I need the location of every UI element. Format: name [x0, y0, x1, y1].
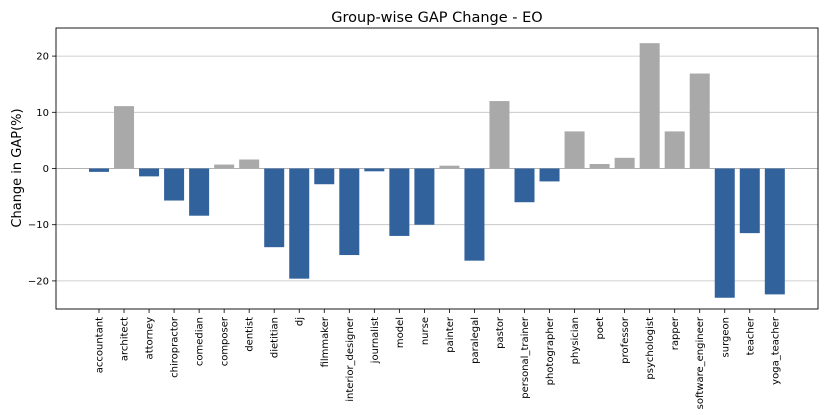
xtick-label-software_engineer: software_engineer — [695, 316, 706, 409]
bar-painter — [439, 166, 459, 169]
bar-personal_trainer — [515, 169, 535, 203]
xtick-label-pastor: pastor — [495, 316, 506, 349]
ytick-label-1: −10 — [28, 220, 49, 231]
bar-professor — [615, 158, 635, 169]
y-axis-label: Change in GAP(%) — [10, 108, 25, 227]
xtick-label-interior_designer: interior_designer — [345, 316, 356, 402]
xtick-label-journalist: journalist — [370, 317, 381, 364]
xtick-label-architect: architect — [120, 317, 131, 361]
xtick-label-photographer: photographer — [545, 316, 556, 385]
ytick-label-4: 20 — [36, 52, 49, 63]
xtick-label-painter: painter — [445, 316, 456, 353]
y-ticks: −20 −10 0 10 20 — [28, 52, 56, 288]
bar-software_engineer — [690, 74, 710, 169]
bar-pastor — [489, 101, 509, 168]
xtick-label-dentist: dentist — [245, 317, 256, 352]
xtick-label-physician: physician — [570, 317, 581, 364]
xtick-label-composer: composer — [220, 316, 231, 366]
bar-architect — [114, 106, 134, 168]
xtick-label-surgeon: surgeon — [720, 317, 731, 357]
xtick-label-chiropractor: chiropractor — [170, 316, 181, 378]
bar-composer — [214, 165, 234, 169]
bar-photographer — [540, 169, 560, 182]
bar-chart: Group-wise GAP Change - EO Change in GAP… — [0, 0, 830, 415]
ytick-label-2: 0 — [43, 164, 49, 175]
xtick-label-personal_trainer: personal_trainer — [520, 316, 531, 399]
bar-psychologist — [640, 43, 660, 168]
bar-filmmaker — [314, 169, 334, 185]
xtick-label-poet: poet — [595, 317, 606, 340]
bar-physician — [565, 131, 585, 168]
bar-poet — [590, 164, 610, 168]
bar-rapper — [665, 131, 685, 168]
bar-surgeon — [715, 169, 735, 298]
bar-teacher — [740, 169, 760, 234]
xtick-label-teacher: teacher — [745, 316, 756, 355]
bar-dietitian — [264, 169, 284, 248]
bar-chiropractor — [164, 169, 184, 201]
xtick-label-rapper: rapper — [670, 316, 681, 350]
bar-accountant — [89, 169, 109, 172]
bars — [89, 43, 785, 298]
bar-paralegal — [464, 169, 484, 261]
bar-nurse — [414, 169, 434, 225]
xtick-label-filmmaker: filmmaker — [320, 316, 331, 367]
bar-model — [389, 169, 409, 236]
bar-journalist — [364, 169, 384, 172]
chart-title: Group-wise GAP Change - EO — [331, 10, 542, 26]
xtick-label-attorney: attorney — [145, 317, 156, 360]
xtick-label-accountant: accountant — [95, 317, 106, 373]
bar-interior_designer — [339, 169, 359, 256]
xtick-label-paralegal: paralegal — [470, 317, 481, 364]
xtick-label-model: model — [395, 317, 406, 348]
xtick-label-dj: dj — [295, 317, 306, 326]
xtick-label-professor: professor — [620, 316, 631, 364]
bar-comedian — [189, 169, 209, 216]
bar-dentist — [239, 160, 259, 169]
xtick-label-dietitian: dietitian — [270, 317, 281, 358]
xtick-label-yoga_teacher: yoga_teacher — [770, 316, 781, 385]
bar-dj — [289, 169, 309, 279]
ytick-label-3: 10 — [36, 108, 49, 119]
xtick-label-nurse: nurse — [420, 317, 431, 345]
bar-yoga_teacher — [765, 169, 785, 295]
xtick-label-psychologist: psychologist — [645, 317, 656, 380]
xtick-label-comedian: comedian — [195, 317, 206, 366]
x-ticks: accountant architect attorney chiropractor c… — [95, 309, 782, 409]
ytick-label-0: −20 — [28, 276, 49, 287]
bar-attorney — [139, 169, 159, 177]
